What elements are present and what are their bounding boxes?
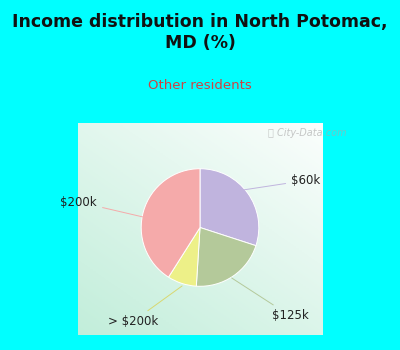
- Text: > $200k: > $200k: [108, 286, 182, 328]
- Text: Other residents: Other residents: [148, 79, 252, 92]
- Wedge shape: [141, 169, 200, 277]
- Text: ⓘ City-Data.com: ⓘ City-Data.com: [268, 127, 347, 138]
- Text: Income distribution in North Potomac,
MD (%): Income distribution in North Potomac, MD…: [12, 13, 388, 52]
- Text: $125k: $125k: [232, 278, 308, 322]
- Wedge shape: [196, 228, 256, 286]
- Wedge shape: [200, 169, 259, 246]
- Text: $60k: $60k: [244, 174, 320, 190]
- Text: $200k: $200k: [60, 196, 143, 217]
- Wedge shape: [168, 228, 200, 286]
